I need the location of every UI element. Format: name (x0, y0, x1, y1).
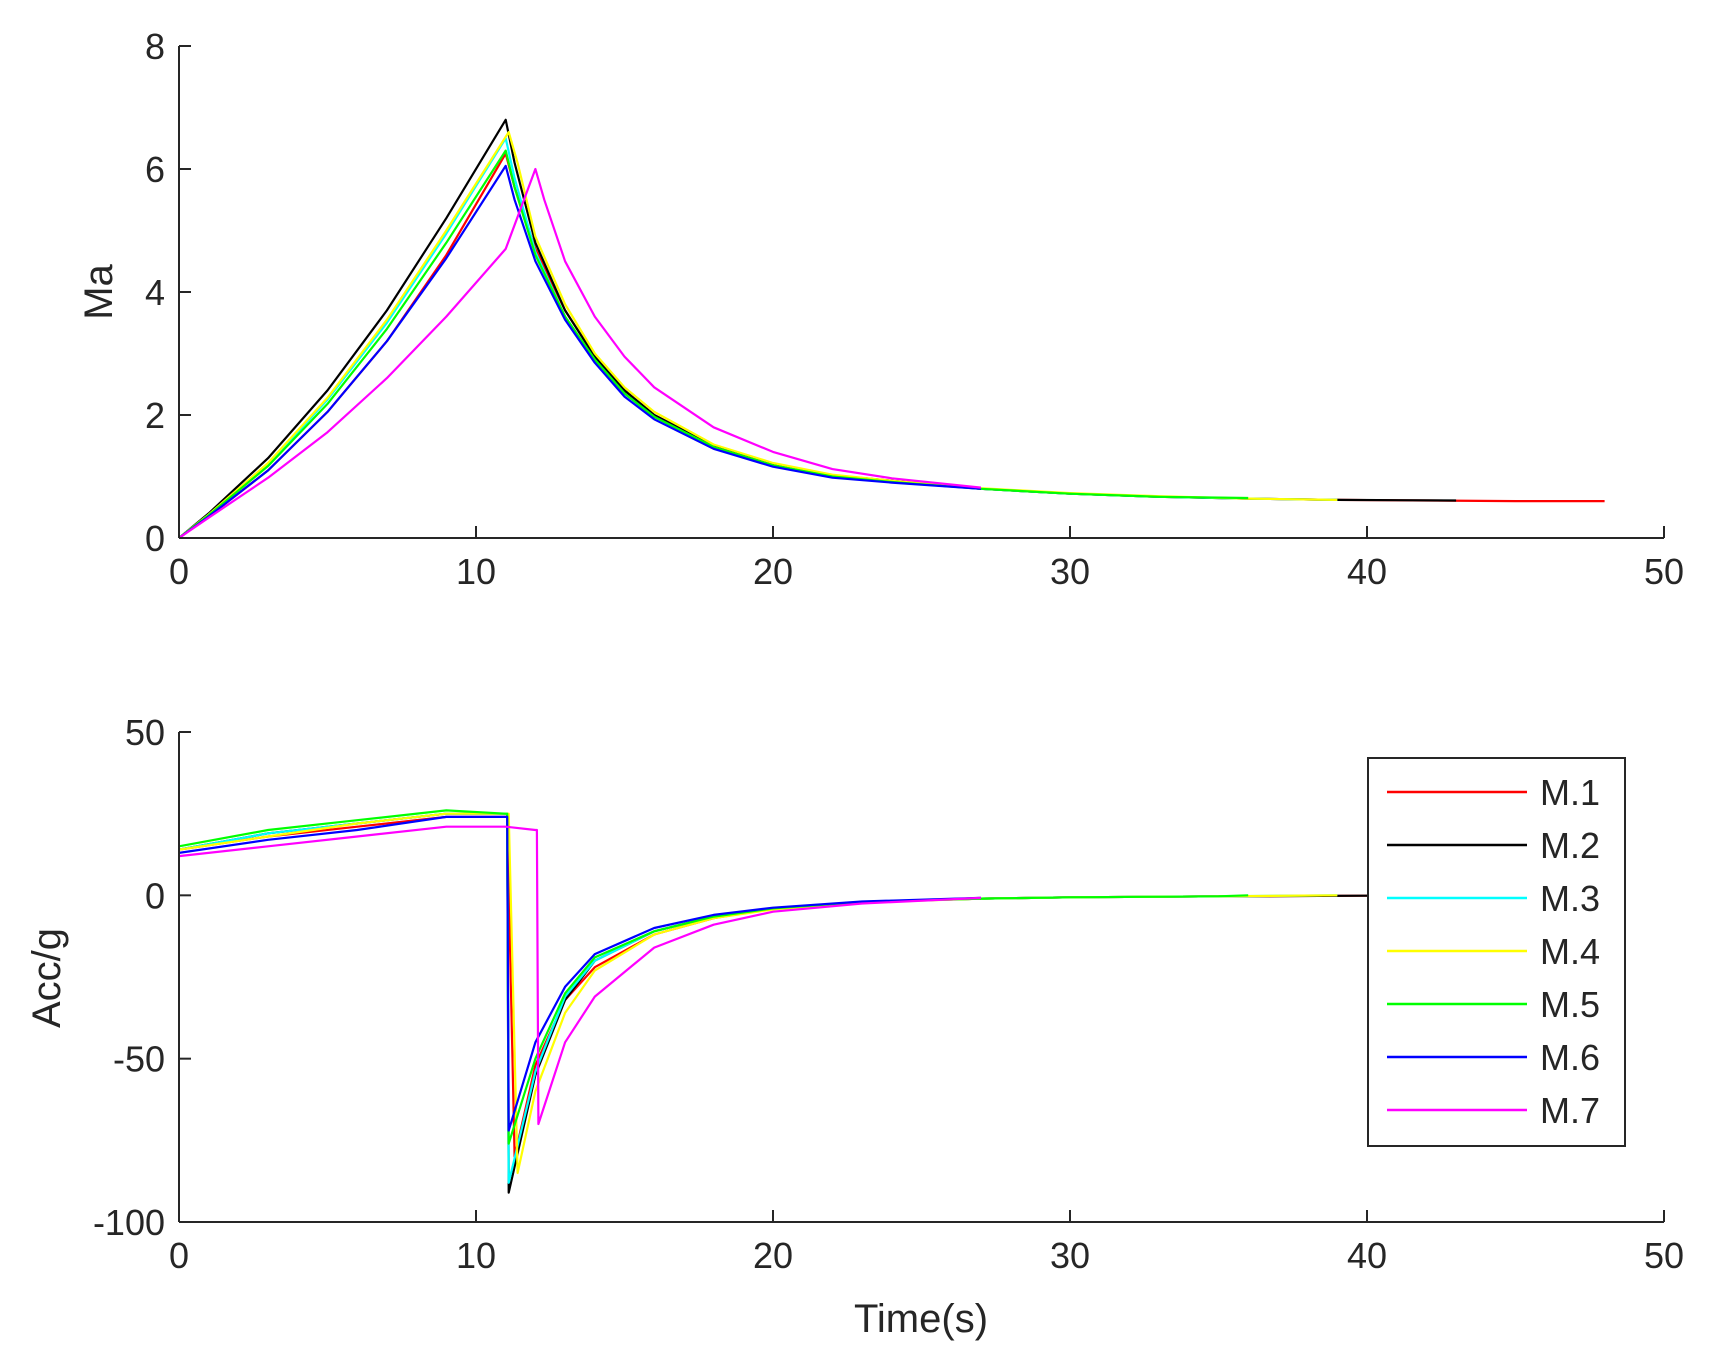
mach-series-m7 (178, 167, 982, 539)
acc-series-m5 (178, 809, 1249, 1145)
acc-y-tick-label: 50 (125, 712, 165, 753)
acc-y-tick-label: -100 (93, 1202, 165, 1243)
acc-x-tick-label: 20 (753, 1235, 793, 1276)
acc-x-tick-label: 40 (1347, 1235, 1387, 1276)
acc-x-tick-label: 0 (169, 1235, 189, 1276)
mach-y-tick-label: 6 (145, 149, 165, 190)
legend-label-m6: M.6 (1540, 1037, 1600, 1078)
mach-series-group (178, 118, 1605, 539)
acc-axes: 0 10 20 30 40 50 -100 -50 0 50 Acc/g Time(s) (25, 712, 1684, 1341)
mach-x-tick-label: 0 (169, 551, 189, 592)
legend-label-m1: M.1 (1540, 772, 1600, 813)
legend-label-m5: M.5 (1540, 984, 1600, 1025)
acc-series-m7 (178, 825, 981, 1126)
legend-label-m4: M.4 (1540, 931, 1600, 972)
acc-series-m6 (178, 815, 981, 1132)
mach-x-tick-label: 10 (456, 551, 496, 592)
acc-series-group (178, 809, 1605, 1194)
mach-x-tick-label: 40 (1347, 551, 1387, 592)
legend-label-m2: M.2 (1540, 825, 1600, 866)
mach-series-m6 (178, 164, 981, 539)
acc-x-axis-label: Time(s) (854, 1297, 988, 1341)
mach-y-tick-label: 4 (145, 272, 165, 313)
mach-ticks: 0 10 20 30 40 50 0 2 4 6 8 (145, 26, 1684, 592)
mach-y-tick-label: 2 (145, 395, 165, 436)
legend-label-m3: M.3 (1540, 878, 1600, 919)
acc-x-tick-label: 30 (1050, 1235, 1090, 1276)
acc-x-tick-label: 10 (456, 1235, 496, 1276)
mach-x-tick-label: 20 (753, 551, 793, 592)
mach-x-tick-label: 30 (1050, 551, 1090, 592)
acc-y-axis-label: Acc/g (25, 928, 69, 1028)
acc-x-tick-label: 50 (1644, 1235, 1684, 1276)
acc-ticks: 0 10 20 30 40 50 -100 -50 0 50 (93, 712, 1684, 1276)
mach-axes: 0 10 20 30 40 50 0 2 4 6 8 Ma (77, 26, 1684, 592)
acc-y-tick-label: 0 (145, 875, 165, 916)
legend-label-m7: M.7 (1540, 1090, 1600, 1131)
legend: M.1 M.2 M.3 M.4 M.5 M.6 M.7 (1367, 757, 1626, 1147)
mach-y-tick-label: 8 (145, 26, 165, 67)
mach-y-axis-label: Ma (77, 263, 121, 319)
acc-y-tick-label: -50 (113, 1039, 165, 1080)
legend-entries: M.1 M.2 M.3 M.4 M.5 M.6 M.7 (1387, 772, 1600, 1131)
mach-x-tick-label: 50 (1644, 551, 1684, 592)
mach-y-tick-label: 0 (145, 518, 165, 559)
